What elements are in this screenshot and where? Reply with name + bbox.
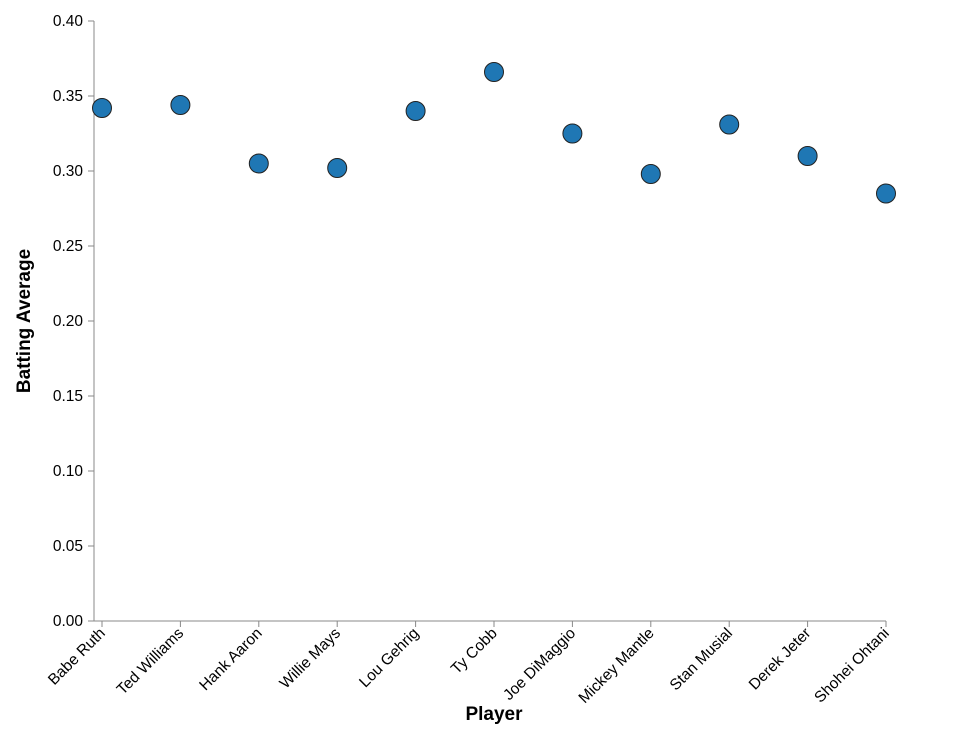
x-tick-label: Stan Musial [667,625,736,694]
data-point[interactable] [170,95,191,115]
data-point[interactable] [248,153,269,174]
y-tick-label: 0.05 [53,538,83,555]
data-point[interactable] [327,158,348,178]
data-points [92,62,896,204]
y-tick-label: 0.20 [53,313,84,330]
y-axis: 0.00 0.05 0.10 0.15 0.20 0.25 0.30 0.35 0.40 [53,13,95,630]
x-tick-label: Ty Cobb [448,625,501,678]
y-tick-label: 0.25 [53,238,83,255]
x-tick-label: Ted Williams [114,625,188,699]
data-point[interactable] [484,62,504,82]
data-point[interactable] [876,183,896,204]
x-tick-label: Joe DiMaggio [500,625,579,704]
y-tick-label: 0.15 [53,388,83,405]
data-point[interactable] [405,101,426,121]
x-tick-label: Shohei Ohtani [811,625,892,706]
y-tick-label: 0.40 [53,13,84,30]
x-tick-label: Babe Ruth [45,625,109,689]
x-axis: Babe Ruth Ted Williams Hank Aaron Willie Ma… [45,620,893,707]
x-tick-label: Willie Mays [277,625,345,693]
x-tick-label: Derek Jeter [746,625,815,694]
x-tick-label: Lou Gehrig [356,625,422,691]
x-axis-title: Player [465,704,523,725]
y-axis-title: Batting Average [14,249,35,393]
y-tick-label: 0.35 [53,88,83,105]
data-point[interactable] [562,123,583,144]
data-point[interactable] [797,146,818,166]
y-tick-label: 0.30 [53,163,84,180]
data-point[interactable] [719,114,740,135]
data-point[interactable] [92,98,112,118]
y-tick-label: 0.10 [53,463,84,480]
data-point[interactable] [640,164,661,184]
x-tick-label: Mickey Mantle [576,625,658,707]
x-tick-label: Hank Aaron [196,625,265,694]
y-tick-label: 0.00 [53,613,84,630]
